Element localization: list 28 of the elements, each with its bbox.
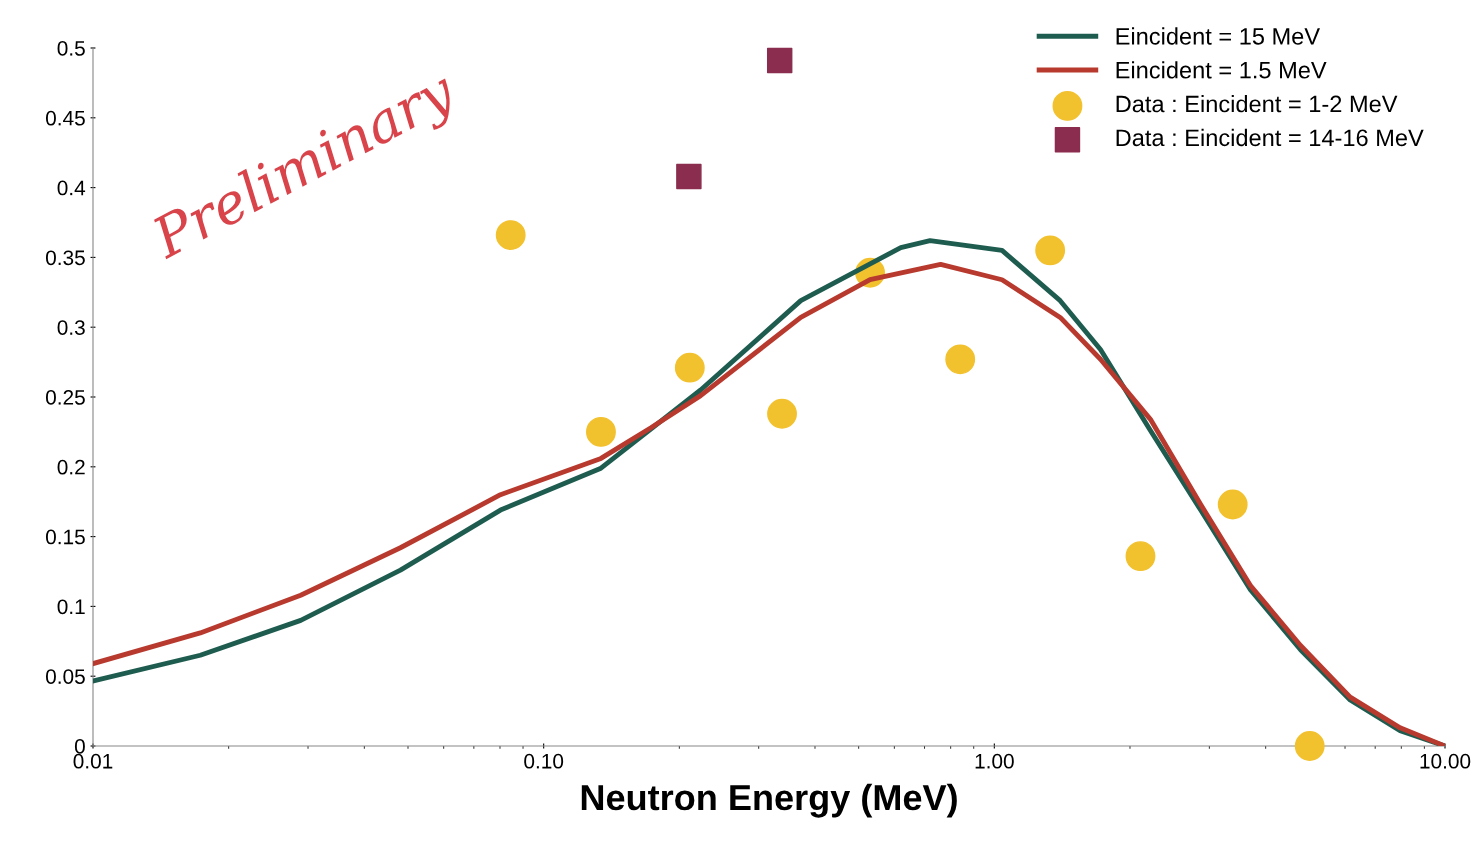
point [767, 398, 797, 429]
point [586, 416, 616, 447]
y-tick-label: 0.3 [57, 320, 85, 335]
legend-label: Data : Eincident = 14-16 MeV [1116, 128, 1424, 147]
point [1035, 235, 1066, 266]
point [1125, 541, 1156, 572]
x-axis-title: Neutron Energy (MeV) [581, 783, 957, 818]
y-tick-label: 0.1 [57, 599, 85, 615]
x-tick-label: 0.10 [524, 753, 564, 769]
y-tick-label: 0.5 [57, 41, 85, 56]
x-tick-label: 0.01 [73, 753, 113, 769]
point [495, 220, 526, 250]
x-tick-label: 10.00 [1420, 753, 1471, 769]
x-tick-label: 1.00 [975, 753, 1014, 769]
y-tick-label: 0.15 [45, 529, 85, 545]
point [1217, 489, 1248, 520]
point [674, 352, 705, 383]
y-tick-label: 0.35 [45, 250, 85, 266]
legend-label: Data : Eincident = 1-2 MeV [1116, 95, 1398, 113]
y-tick-label: 0.2 [57, 459, 85, 475]
y-tick-label: 0.05 [45, 669, 85, 684]
y-tick-label: 0.4 [57, 180, 86, 196]
legend-label: Eincident = 1.5 MeV [1116, 61, 1327, 79]
point [945, 344, 976, 375]
y-tick-label: 0.25 [45, 390, 85, 405]
y-tick-label: 0.45 [45, 110, 85, 126]
y-tick-label: 0 [74, 739, 85, 754]
legend-label: Eincident = 15 MeV [1116, 27, 1320, 45]
